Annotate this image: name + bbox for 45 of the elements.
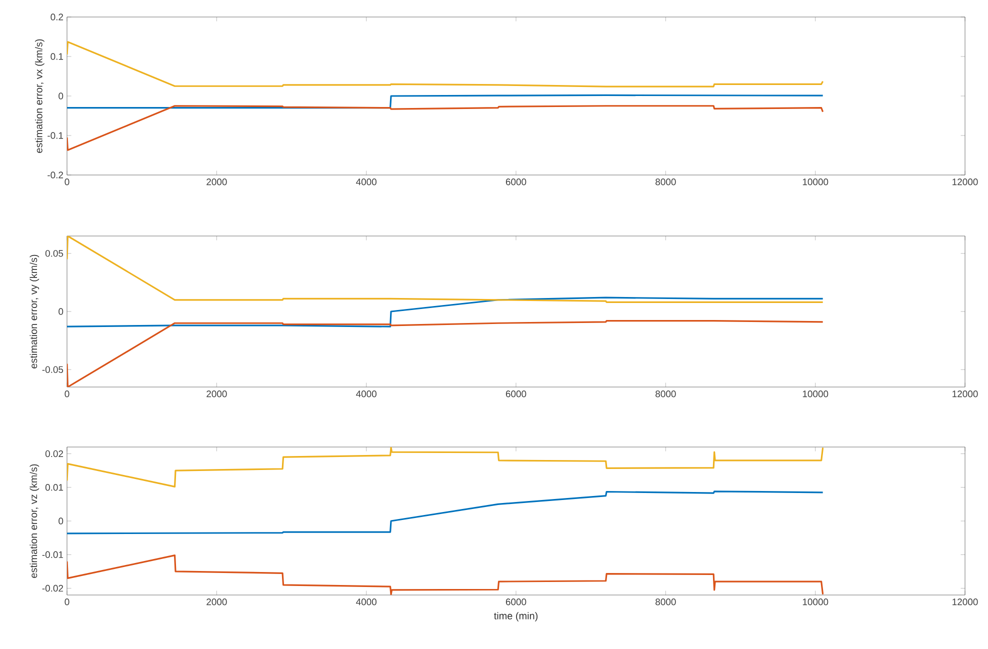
- x-tick-label: 2000: [206, 390, 227, 398]
- y-axis-title: estimation error, vz (km/s): [30, 464, 40, 578]
- line-series: [67, 554, 824, 596]
- x-tick-label: 8000: [656, 178, 676, 186]
- x-tick-label: 2000: [206, 598, 227, 606]
- x-tick-label: 12000: [952, 178, 978, 186]
- x-tick-label: 0: [64, 598, 70, 606]
- y-tick-label: 0.1: [50, 53, 64, 60]
- x-tick-label: 6000: [506, 390, 526, 398]
- x-tick-label: 12000: [952, 390, 978, 398]
- y-tick-label: 0.01: [45, 484, 64, 491]
- y-axis-title: estimation error, vx (km/s): [35, 39, 44, 153]
- y-axis-title: estimation error, vy (km/s): [30, 254, 40, 368]
- x-tick-label: 4000: [356, 178, 376, 186]
- x-tick-label: 10000: [802, 598, 828, 606]
- line-series: [67, 41, 824, 88]
- y-tick-label: 0.2: [50, 14, 64, 20]
- y-tick-label: -0.2: [48, 172, 64, 178]
- line-series: [67, 447, 824, 488]
- x-tick-label: 6000: [506, 598, 526, 606]
- x-tick-label: 0: [64, 390, 70, 398]
- x-tick-label: 8000: [656, 598, 676, 606]
- x-axis-title: time (min): [494, 612, 538, 622]
- y-tick-label: 0.05: [45, 250, 64, 257]
- line-series: [67, 236, 824, 304]
- x-tick-label: 8000: [656, 390, 676, 398]
- x-tick-label: 10000: [802, 178, 828, 186]
- line-series: [67, 105, 824, 151]
- line-series: [67, 296, 824, 328]
- y-tick-label: 0: [58, 92, 64, 100]
- x-tick-label: 4000: [356, 598, 376, 606]
- y-tick-label: -0.05: [42, 366, 64, 373]
- y-tick-label: -0.01: [42, 551, 64, 558]
- y-tick-label: -0.1: [48, 132, 64, 139]
- line-series: [67, 320, 824, 388]
- y-tick-label: 0: [58, 518, 64, 524]
- x-tick-label: 4000: [356, 390, 376, 398]
- x-tick-label: 2000: [206, 178, 227, 186]
- x-tick-label: 12000: [952, 598, 978, 606]
- x-tick-label: 10000: [802, 390, 828, 398]
- y-tick-label: -0.02: [42, 584, 64, 592]
- y-tick-label: 0: [58, 308, 64, 315]
- x-tick-label: 6000: [506, 178, 526, 186]
- x-tick-label: 0: [64, 178, 70, 186]
- y-tick-label: 0.02: [45, 450, 64, 458]
